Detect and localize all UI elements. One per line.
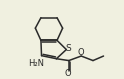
Text: H₂N: H₂N (29, 59, 45, 68)
Text: O: O (78, 48, 85, 57)
Text: O: O (65, 69, 72, 78)
Text: S: S (65, 44, 71, 53)
